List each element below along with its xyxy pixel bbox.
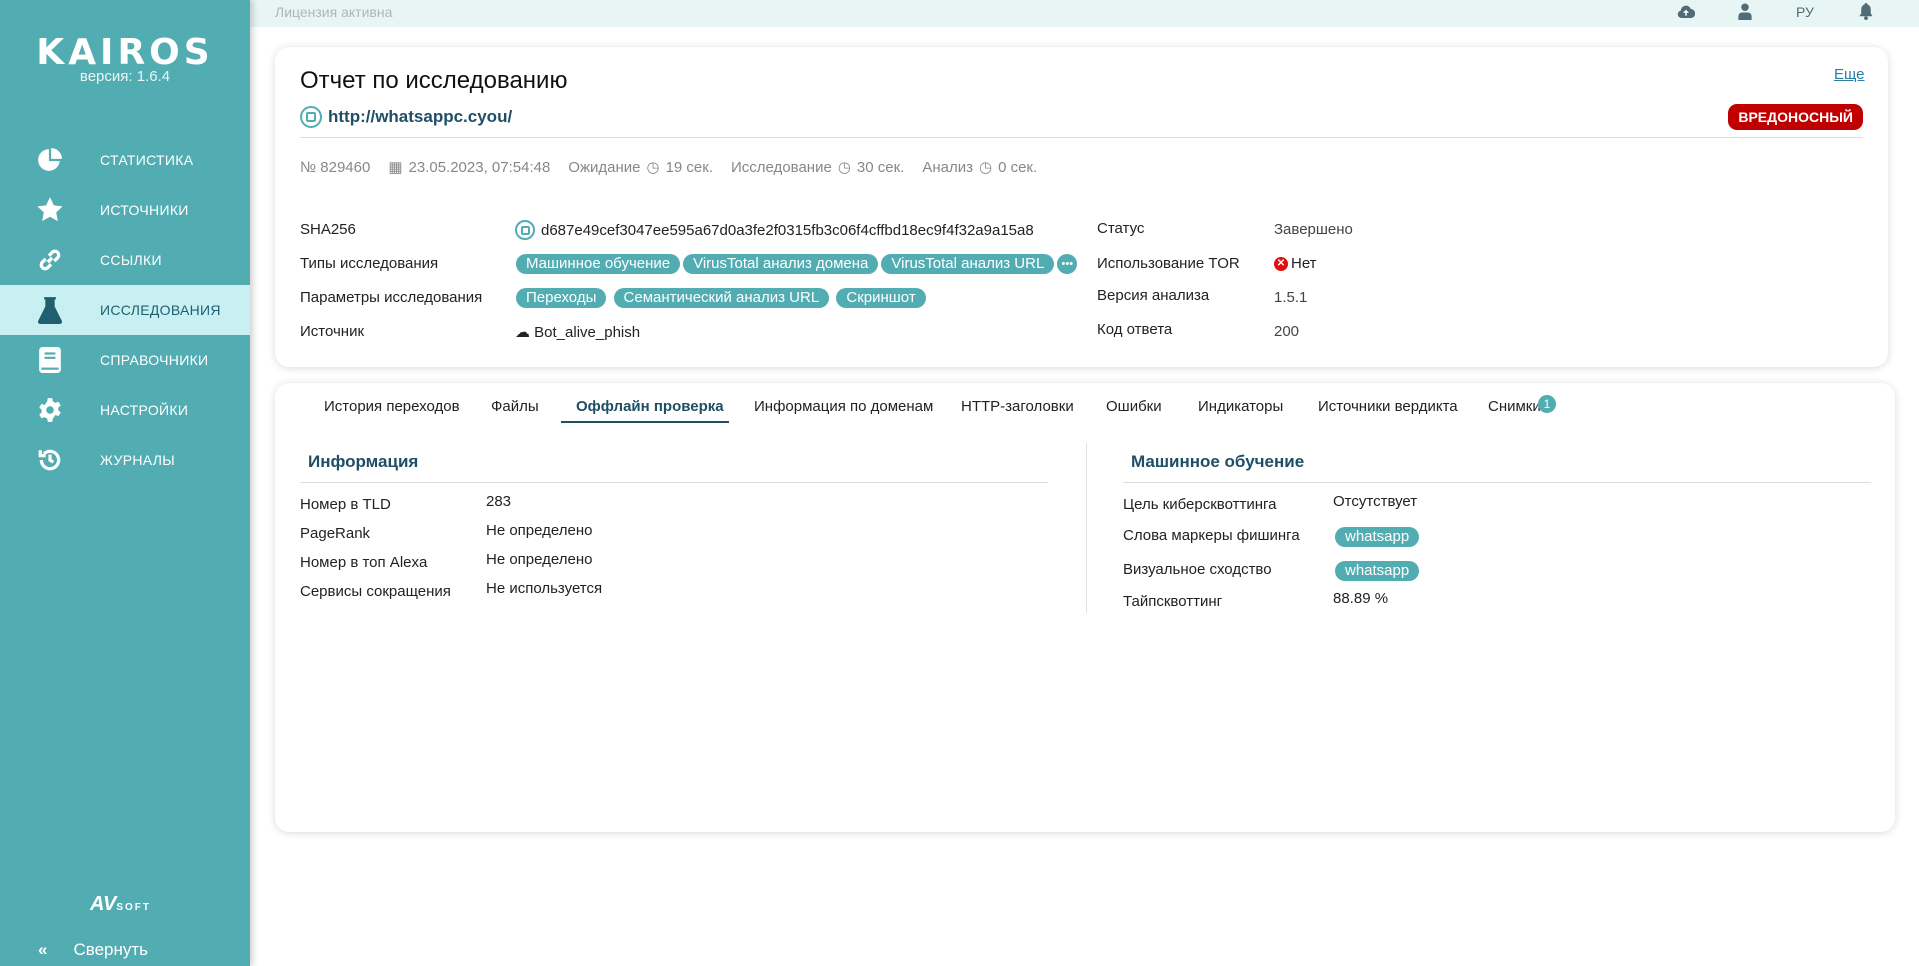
sidebar-item-sources[interactable]: ИСТОЧНИКИ — [0, 185, 250, 235]
page-title: Отчет по исследованию — [300, 67, 568, 94]
info-value: Не определено — [486, 522, 593, 539]
report-card: Отчет по исследованию Еще http://whatsap… — [275, 47, 1888, 367]
report-url: http://whatsappc.cyou/ — [300, 106, 512, 128]
ml-label: Слова маркеры фишинга — [1123, 527, 1300, 544]
tab-http-headers[interactable]: HTTP-заголовки — [961, 398, 1074, 415]
divider — [300, 137, 1863, 138]
report-meta: № 829460 ▦ 23.05.2023, 07:54:48 Ожидание ◷… — [300, 158, 1038, 177]
code-value: 200 — [1274, 323, 1300, 340]
license-status: Лицензия активна — [275, 4, 393, 20]
tab-verdict-sources[interactable]: Источники вердикта — [1318, 398, 1458, 415]
ml-value: Отсутствует — [1333, 493, 1418, 510]
type-tag: Машинное обучение — [516, 254, 681, 274]
tor-value: ✕ Нет — [1274, 255, 1317, 272]
url-link[interactable]: http://whatsappc.cyou/ — [328, 107, 513, 126]
sidebar-item-research[interactable]: ИССЛЕДОВАНИЯ — [0, 285, 250, 335]
cloud-upload-icon[interactable] — [1677, 4, 1696, 24]
tab-offline-check[interactable]: Оффлайн проверка — [576, 398, 724, 415]
sha-value: d687e49cef3047ee595a67d0a3fe2f0315fb3c06… — [515, 220, 1034, 240]
types-list: Машинное обучение VirusTotal анализ доме… — [516, 254, 1078, 274]
param-tag: Семантический анализ URL — [613, 288, 830, 308]
param-tag: Переходы — [516, 288, 607, 308]
type-tag: VirusTotal анализ домена — [683, 254, 879, 274]
source-value: ☁ Bot_alive_phish — [515, 324, 641, 341]
visual-similarity-tag: whatsapp — [1335, 561, 1420, 581]
ml-value: 88.89 % — [1333, 590, 1389, 607]
flask-icon — [36, 296, 64, 324]
collapse-button[interactable]: «Свернуть — [38, 940, 149, 959]
info-label: Номер в TLD — [300, 496, 391, 513]
book-icon — [36, 346, 64, 374]
copy-icon[interactable] — [515, 220, 535, 240]
info-label: Сервисы сокращения — [300, 583, 451, 600]
tab-files[interactable]: Файлы — [491, 398, 539, 415]
top-bar: Лицензия активна РУ — [250, 0, 1919, 27]
clock-icon: ◷ — [837, 159, 851, 176]
types-label: Типы исследования — [300, 255, 439, 272]
sidebar-item-settings[interactable]: НАСТРОЙКИ — [0, 385, 250, 435]
sidebar: KAIROS версия: 1.6.4 СТАТИСТИКА ИСТОЧНИК… — [0, 0, 250, 966]
app-version: версия: 1.6.4 — [79, 68, 171, 85]
user-icon[interactable] — [1738, 3, 1752, 24]
history-icon — [36, 446, 64, 474]
tab-history[interactable]: История переходов — [324, 398, 460, 415]
ml-label: Цель киберсквоттинга — [1123, 496, 1277, 513]
sidebar-item-logs[interactable]: ЖУРНАЛЫ — [0, 435, 250, 485]
verdict-badge: ВРЕДОНОСНЫЙ — [1728, 104, 1863, 130]
info-value: Не используется — [486, 580, 603, 597]
tor-label: Использование TOR — [1097, 255, 1240, 272]
info-value: Не определено — [486, 551, 593, 568]
divider — [300, 482, 1048, 483]
x-circle-icon: ✕ — [1274, 256, 1288, 271]
avsoft-logo: AVSOFT — [90, 893, 151, 915]
info-value: 283 — [486, 493, 512, 510]
sidebar-item-statistics[interactable]: СТАТИСТИКА — [0, 135, 250, 185]
info-label: PageRank — [300, 525, 371, 542]
ml-label: Тайпсквоттинг — [1123, 593, 1223, 610]
more-icon[interactable]: ••• — [1057, 254, 1078, 274]
screenshots-count-badge: 1 — [1538, 395, 1556, 413]
info-heading: Информация — [308, 452, 419, 471]
code-label: Код ответа — [1097, 321, 1173, 338]
info-label: Номер в топ Alexa — [300, 554, 428, 571]
vertical-divider — [1086, 443, 1087, 613]
star-icon — [36, 196, 64, 224]
divider — [1123, 482, 1871, 483]
source-label: Источник — [300, 323, 365, 340]
ml-heading: Машинное обучение — [1131, 452, 1305, 471]
version-label: Версия анализа — [1097, 287, 1210, 304]
details-card — [275, 383, 1895, 832]
more-link[interactable]: Еще — [1834, 66, 1865, 83]
ml-label: Визуальное сходство — [1123, 561, 1272, 578]
tab-domains[interactable]: Информация по доменам — [754, 398, 934, 415]
bell-icon[interactable] — [1859, 3, 1873, 24]
status-label: Статус — [1097, 220, 1145, 237]
clock-icon: ◷ — [978, 159, 993, 176]
active-tab-indicator — [561, 421, 729, 423]
cloud-icon: ☁ — [515, 324, 530, 341]
sha-label: SHA256 — [300, 221, 356, 238]
tab-errors[interactable]: Ошибки — [1106, 398, 1162, 415]
sidebar-item-references[interactable]: СПРАВОЧНИКИ — [0, 335, 250, 385]
param-tag: Скриншот — [836, 288, 926, 308]
params-list: Переходы Семантический анализ URL Скринш… — [516, 288, 929, 308]
gear-icon — [36, 396, 64, 424]
double-chevron-left-icon: « — [38, 940, 48, 959]
tab-screenshots[interactable]: Снимки — [1488, 398, 1541, 415]
kairos-logo: KAIROS — [36, 32, 214, 73]
link-icon — [36, 246, 64, 274]
pie-chart-icon — [36, 146, 64, 174]
version-value: 1.5.1 — [1274, 289, 1308, 306]
tab-indicators[interactable]: Индикаторы — [1198, 398, 1284, 415]
type-tag: VirusTotal анализ URL — [881, 254, 1055, 274]
language-selector[interactable]: РУ — [1796, 4, 1814, 20]
copy-icon[interactable] — [300, 106, 322, 128]
params-label: Параметры исследования — [300, 289, 483, 306]
status-value: Завершено — [1274, 221, 1353, 238]
calendar-icon: ▦ — [388, 159, 403, 176]
clock-icon: ◷ — [646, 159, 660, 176]
sidebar-item-links[interactable]: ССЫЛКИ — [0, 235, 250, 285]
phishing-word-tag: whatsapp — [1335, 527, 1420, 547]
